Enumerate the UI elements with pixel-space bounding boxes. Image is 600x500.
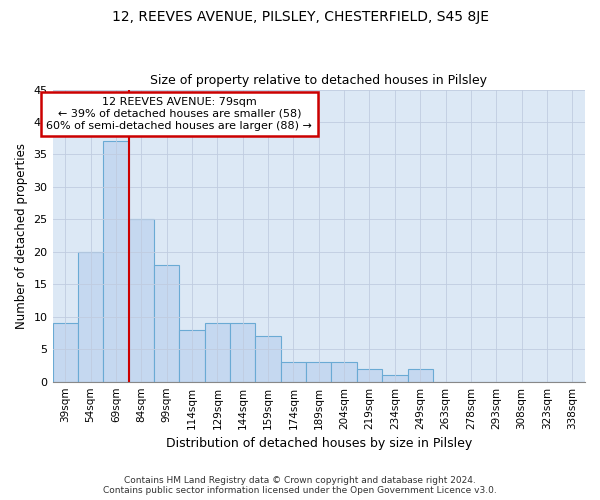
Text: 12 REEVES AVENUE: 79sqm
← 39% of detached houses are smaller (58)
60% of semi-de: 12 REEVES AVENUE: 79sqm ← 39% of detache… xyxy=(46,98,312,130)
Bar xyxy=(154,265,179,382)
Bar xyxy=(103,142,128,382)
Text: Contains HM Land Registry data © Crown copyright and database right 2024.
Contai: Contains HM Land Registry data © Crown c… xyxy=(103,476,497,495)
Bar xyxy=(382,375,407,382)
Bar xyxy=(331,362,357,382)
Text: 12, REEVES AVENUE, PILSLEY, CHESTERFIELD, S45 8JE: 12, REEVES AVENUE, PILSLEY, CHESTERFIELD… xyxy=(112,10,488,24)
Bar xyxy=(256,336,281,382)
Bar xyxy=(230,324,256,382)
Bar xyxy=(179,330,205,382)
Bar xyxy=(205,324,230,382)
Bar xyxy=(407,368,433,382)
X-axis label: Distribution of detached houses by size in Pilsley: Distribution of detached houses by size … xyxy=(166,437,472,450)
Y-axis label: Number of detached properties: Number of detached properties xyxy=(15,142,28,328)
Title: Size of property relative to detached houses in Pilsley: Size of property relative to detached ho… xyxy=(150,74,487,87)
Bar xyxy=(128,220,154,382)
Bar xyxy=(357,368,382,382)
Bar xyxy=(281,362,306,382)
Bar xyxy=(78,252,103,382)
Bar xyxy=(306,362,331,382)
Bar xyxy=(53,324,78,382)
